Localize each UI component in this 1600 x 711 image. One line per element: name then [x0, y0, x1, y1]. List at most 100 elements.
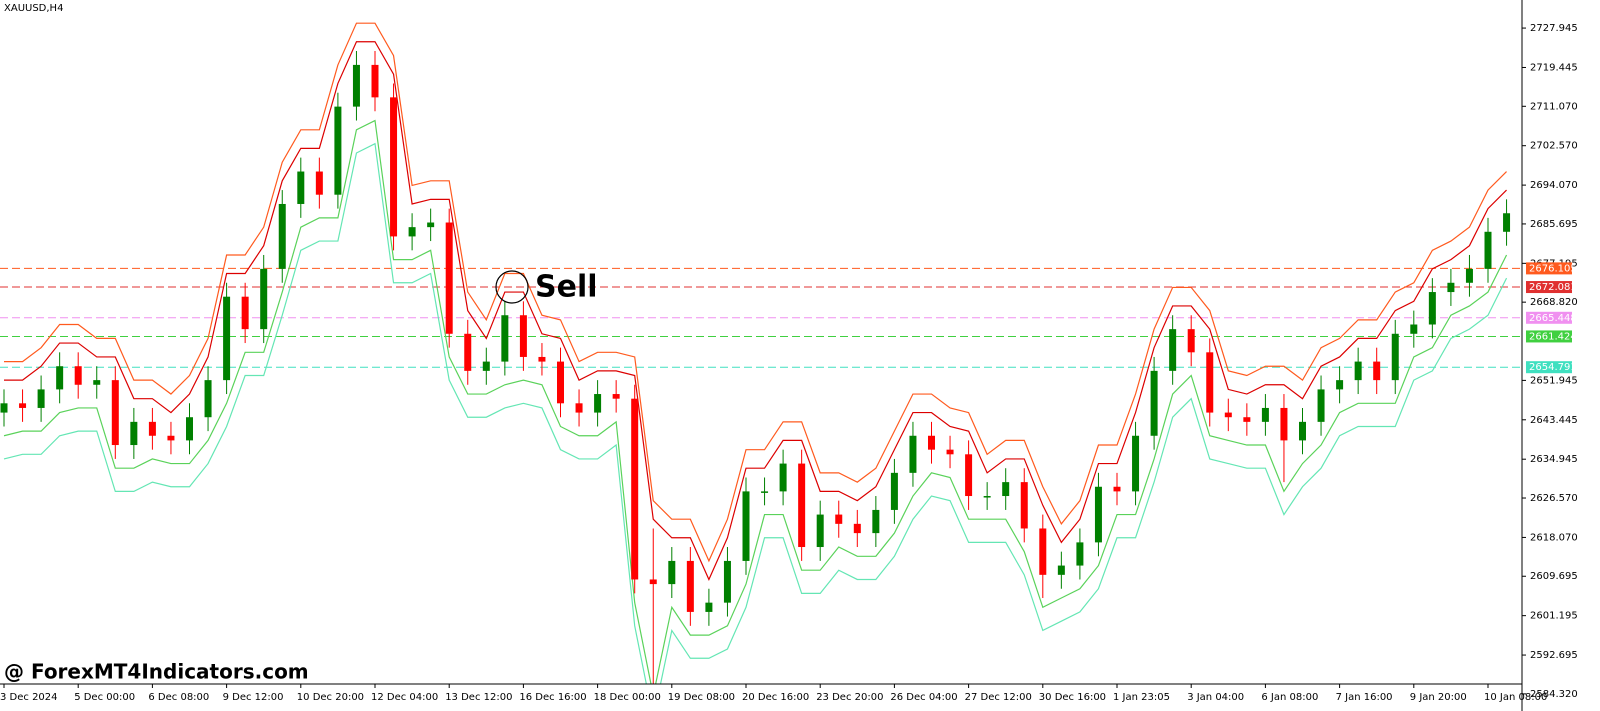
x-tick-label: 9 Dec 12:00 — [223, 692, 284, 703]
candle-body — [390, 97, 398, 237]
candle-body — [519, 315, 527, 357]
candle-body — [427, 222, 435, 228]
y-tick-label: 2685.695 — [1530, 219, 1578, 230]
candle-body — [501, 315, 509, 362]
candle-body — [408, 227, 416, 237]
x-tick-label: 16 Dec 16:00 — [519, 692, 586, 703]
candle-body — [594, 394, 602, 413]
x-tick-label: 12 Dec 04:00 — [371, 692, 438, 703]
y-tick-label: 2609.695 — [1530, 571, 1578, 582]
candle-body — [835, 514, 843, 524]
candle-body — [204, 380, 212, 418]
candle-body — [1428, 292, 1436, 325]
candle-body — [983, 496, 991, 498]
x-tick-label: 5 Dec 00:00 — [74, 692, 135, 703]
candle-body — [1057, 565, 1065, 575]
level-label-bg — [1526, 281, 1572, 294]
y-tick-label: 2719.445 — [1530, 62, 1578, 73]
candle-body — [1391, 333, 1399, 381]
x-tick-label: 23 Dec 20:00 — [816, 692, 883, 703]
candle-body — [37, 389, 45, 408]
x-tick-label: 13 Dec 12:00 — [445, 692, 512, 703]
y-tick-label: 2711.070 — [1530, 101, 1578, 112]
x-tick-label: 26 Dec 04:00 — [890, 692, 957, 703]
level-label: 2661.424 — [1529, 331, 1577, 342]
candle-body — [946, 449, 954, 455]
x-tick-label: 19 Dec 08:00 — [668, 692, 735, 703]
candle-body — [557, 361, 564, 404]
candle-body — [668, 560, 676, 585]
level-label: 2676.105 — [1529, 263, 1577, 274]
candle-body — [1094, 486, 1102, 543]
candle-body — [167, 435, 175, 441]
candle-body — [742, 491, 750, 561]
y-tick-label: 2702.570 — [1530, 141, 1578, 152]
candle-body — [260, 268, 268, 330]
level-label: 2672.081 — [1529, 282, 1577, 293]
x-tick-label: 3 Jan 04:00 — [1187, 692, 1244, 703]
candle-body — [130, 421, 138, 446]
candle-body — [1076, 542, 1084, 566]
candle-body — [1373, 361, 1381, 381]
candle-body — [631, 398, 639, 580]
candle-body — [352, 64, 360, 107]
candle-body — [482, 361, 490, 371]
candle-body — [853, 523, 861, 534]
y-tick-label: 2626.570 — [1530, 493, 1578, 504]
indicator-line — [4, 22, 1507, 563]
indicator-line — [3, 142, 1508, 684]
candle-body — [1187, 329, 1195, 353]
y-tick-label: 2643.445 — [1530, 415, 1578, 426]
candle-body — [890, 472, 898, 510]
candle-body — [56, 366, 64, 390]
y-tick-label: 2668.820 — [1530, 297, 1578, 308]
candle-body — [315, 171, 323, 195]
axes: 2727.945 2719.445 2711.070 2702.570 2694.070… — [0, 23, 1578, 703]
candle-body — [1169, 329, 1177, 371]
candle-body — [1354, 361, 1362, 381]
y-tick-label: 2694.070 — [1530, 180, 1578, 191]
candle-body — [19, 403, 27, 408]
y-tick-label: 2651.945 — [1530, 375, 1578, 386]
x-tick-label: 18 Dec 00:00 — [594, 692, 661, 703]
candle-body — [723, 560, 731, 603]
candle-body — [1465, 268, 1473, 283]
candle-body — [612, 394, 620, 399]
x-tick-label: 30 Dec 16:00 — [1039, 692, 1106, 703]
candle-body — [223, 296, 231, 381]
candle-body — [538, 356, 546, 362]
x-tick-label: 1 Jan 23:05 — [1113, 692, 1170, 703]
y-tick-label: 2592.695 — [1530, 650, 1578, 661]
candle-body — [1224, 412, 1232, 418]
candle-body — [1410, 324, 1418, 334]
x-tick-label: 6 Dec 08:00 — [148, 692, 209, 703]
candle-body — [334, 106, 342, 195]
y-tick-label: 2601.195 — [1530, 611, 1578, 622]
candle-body — [148, 421, 156, 436]
candle-body — [0, 403, 8, 413]
indicator-line — [3, 119, 1508, 684]
watermark: @ ForexMT4Indicators.com — [4, 660, 309, 684]
candle-body — [1002, 482, 1010, 497]
candle-body — [445, 222, 453, 334]
candle-body — [575, 403, 583, 413]
candle-body — [798, 463, 806, 548]
plot-area — [0, 22, 1522, 684]
level-label: 2654.791 — [1529, 362, 1577, 373]
candle-body — [1243, 417, 1251, 422]
candle-body — [1206, 352, 1214, 413]
level-label: 2665.448 — [1529, 313, 1577, 324]
symbol-title: XAUUSD,H4 — [4, 3, 63, 14]
candle-body — [297, 171, 305, 204]
candle-body — [1132, 435, 1140, 492]
candle-body — [464, 333, 472, 371]
candle-body — [1336, 380, 1344, 390]
y-tick-label: 2584.320 — [1530, 689, 1578, 700]
candle-body — [816, 514, 824, 548]
x-tick-label: 27 Dec 12:00 — [965, 692, 1032, 703]
candle-body — [1113, 486, 1121, 492]
candle-body — [1150, 370, 1158, 436]
candle-body — [909, 435, 917, 473]
